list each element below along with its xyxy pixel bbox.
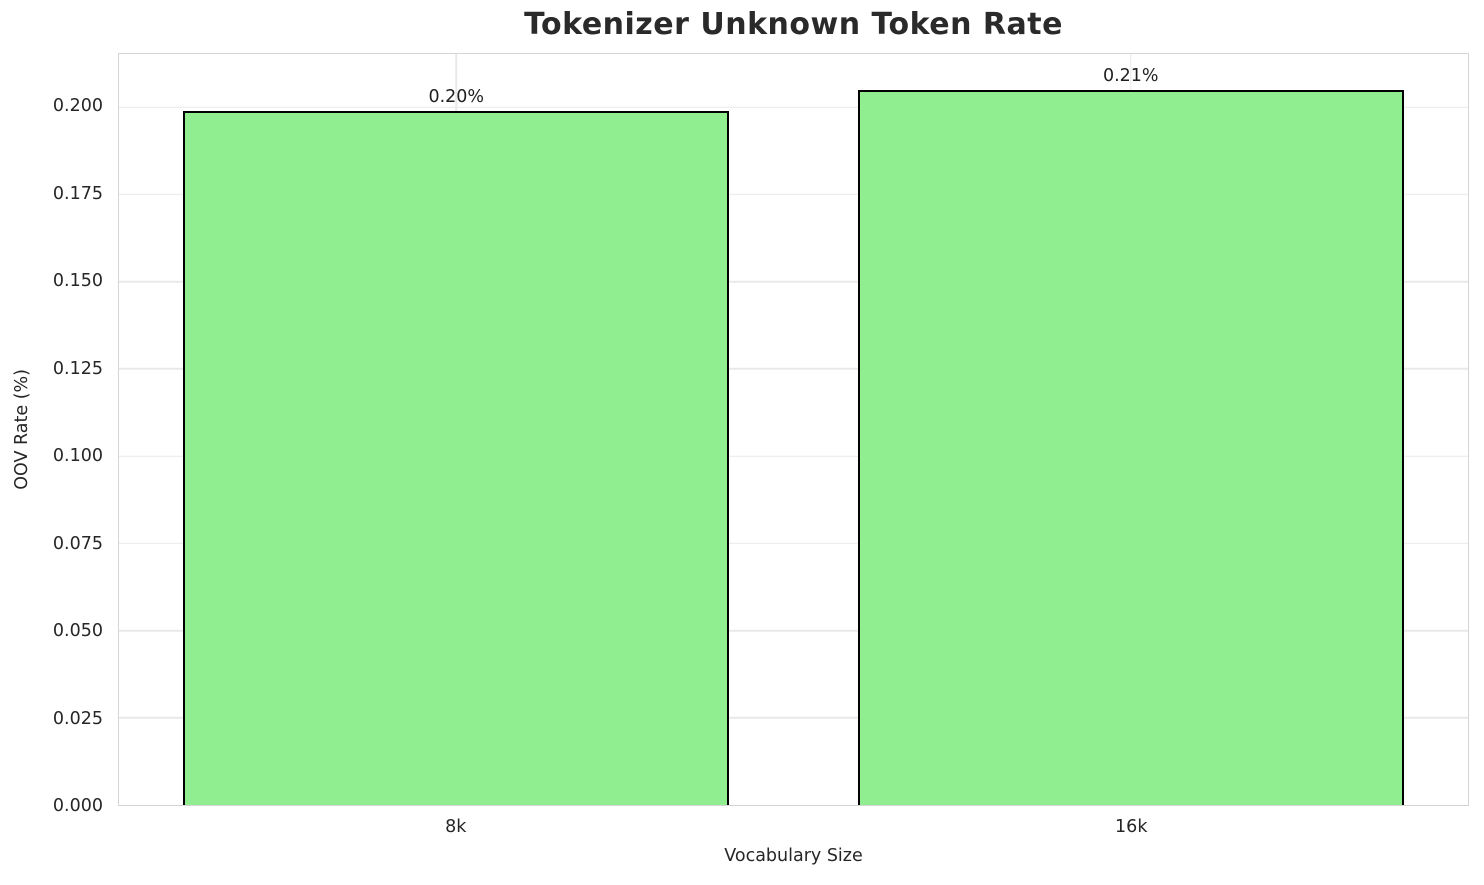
y-tick-label: 0.050 bbox=[52, 621, 103, 642]
horizontal-gridline bbox=[119, 629, 1468, 632]
y-tick-label: 0.200 bbox=[52, 96, 103, 117]
bar-16k bbox=[857, 89, 1404, 805]
horizontal-gridline bbox=[119, 542, 1468, 545]
horizontal-gridline bbox=[119, 368, 1468, 370]
y-tick-label: 0.100 bbox=[52, 446, 103, 467]
y-axis-tick-labels: 0.000 0.025 0.050 0.075 0.100 0.125 0.150 0.175… bbox=[0, 53, 118, 816]
x-tick-label: 16k bbox=[1115, 817, 1148, 837]
plot-area: 0.20% 0.21% bbox=[118, 53, 1469, 806]
x-axis-tick-labels: 8k 16k bbox=[118, 806, 1469, 838]
x-tick-label: 8k bbox=[445, 817, 467, 837]
horizontal-gridline bbox=[119, 280, 1468, 283]
horizontal-gridline bbox=[119, 106, 1468, 108]
y-tick-label: 0.025 bbox=[52, 708, 103, 729]
horizontal-gridline bbox=[119, 717, 1468, 719]
y-tick-label: 0.000 bbox=[52, 796, 103, 816]
chart-title: Tokenizer Unknown Token Rate bbox=[524, 7, 1063, 42]
y-tick-label: 0.125 bbox=[52, 358, 103, 379]
bar-8k bbox=[183, 110, 730, 805]
y-tick-label: 0.075 bbox=[52, 533, 103, 554]
horizontal-gridline bbox=[119, 455, 1468, 457]
y-tick-label: 0.150 bbox=[52, 271, 103, 292]
bar-value-label: 0.20% bbox=[428, 86, 485, 107]
horizontal-gridline bbox=[119, 193, 1468, 196]
bar-value-label: 0.21% bbox=[1102, 65, 1159, 86]
y-tick-label: 0.175 bbox=[52, 183, 103, 204]
x-axis-label: Vocabulary Size bbox=[724, 846, 863, 866]
